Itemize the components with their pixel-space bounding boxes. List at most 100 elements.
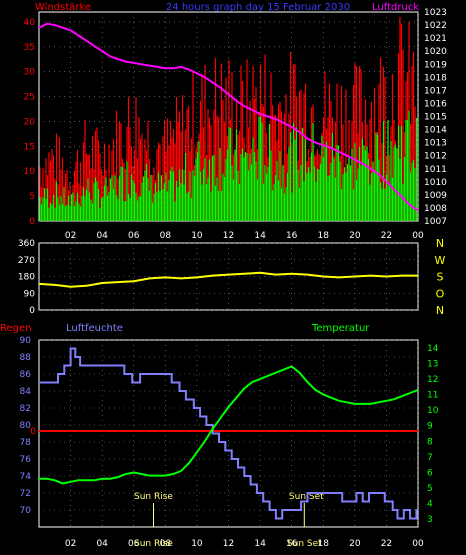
wind-y-tick-label: 35 [24, 43, 35, 53]
direction-letter: N [436, 304, 444, 317]
temperature-y-tick-label: 13 [427, 359, 438, 369]
wind-x-tick-label: 16 [286, 231, 298, 241]
humidity-x-tick-label: 14 [254, 539, 266, 549]
temperature-y-tick-label: 6 [427, 468, 433, 478]
temperature-y-tick-label: 5 [427, 484, 433, 494]
sunset-time-label: Sun Set [287, 539, 322, 549]
wind-x-tick-label: 08 [160, 231, 172, 241]
humidity-y-tick-label: 82 [20, 404, 31, 414]
rain-y-tick-label: 0 [30, 427, 36, 437]
rain-axis-title: Regen [0, 323, 32, 334]
pressure-y-tick-label: 1023 [424, 8, 447, 18]
humidity-y-tick-label: 86 [20, 370, 32, 380]
humidity-plot-frame [38, 339, 419, 528]
humidity-x-tick-label: 22 [381, 539, 392, 549]
humidity-x-tick-label: 02 [65, 539, 76, 549]
pressure-y-tick-label: 1016 [424, 99, 447, 109]
pressure-y-tick-label: 1015 [424, 113, 447, 123]
wind-x-tick-label: 12 [223, 231, 234, 241]
pressure-y-tick-label: 1009 [424, 191, 447, 201]
pressure-y-tick-label: 1012 [424, 152, 447, 162]
graph-title: 24 hours graph day 15 Februar 2030 [166, 2, 350, 13]
direction-y-tick-label: 270 [18, 256, 35, 266]
wind-y-tick-label: 0 [29, 217, 35, 227]
humidity-y-tick-label: 72 [20, 489, 31, 499]
wind-x-tick-label: 20 [349, 231, 361, 241]
direction-letter: W [435, 254, 446, 267]
temperature-y-tick-label: 9 [427, 422, 433, 432]
wind-y-tick-label: 40 [24, 18, 36, 28]
wind-bars-group [39, 16, 418, 221]
pressure-line [38, 22, 419, 212]
pressure-y-tick-label: 1022 [424, 21, 447, 31]
temperature-y-tick-label: 14 [427, 344, 439, 354]
pressure-y-tick-label: 1020 [424, 47, 447, 57]
direction-letter: S [437, 271, 444, 284]
humidity-x-tick-label: 08 [160, 539, 172, 549]
temperature-y-tick-label: 12 [427, 375, 438, 385]
pressure-y-tick-label: 1017 [424, 86, 447, 96]
pressure-y-tick-label: 1008 [424, 204, 447, 214]
direction-line [38, 271, 418, 288]
direction-letter: O [436, 287, 445, 300]
direction-y-tick-label: 180 [18, 273, 35, 283]
direction-y-tick-label: 90 [24, 289, 36, 299]
humidity-x-tick-label: 18 [318, 539, 330, 549]
wind-x-tick-label: 00 [412, 231, 424, 241]
wind-y-tick-label: 5 [29, 192, 35, 202]
wind-x-tick-label: 10 [191, 231, 203, 241]
wind-x-tick-label: 04 [96, 231, 108, 241]
pressure-y-tick-label: 1013 [424, 139, 447, 149]
humidity-x-tick-label: 06 [128, 539, 140, 549]
humidity-y-tick-label: 90 [20, 336, 32, 346]
temperature-y-tick-label: 11 [427, 391, 438, 401]
humidity-y-tick-label: 88 [20, 353, 32, 363]
pressure-y-tick-label: 1018 [424, 73, 447, 83]
temperature-y-tick-label: 8 [427, 437, 433, 447]
humidity-y-tick-label: 84 [20, 387, 32, 397]
wind-x-tick-label: 14 [254, 231, 266, 241]
sunrise-time-label: Sun Rise [134, 539, 173, 549]
pressure-y-tick-label: 1007 [424, 217, 447, 227]
temperature-line [39, 365, 419, 485]
pressure-y-tick-label: 1014 [424, 126, 447, 136]
humidity-line [39, 347, 418, 520]
wind-x-tick-label: 06 [128, 231, 140, 241]
temperature-y-tick-label: 10 [427, 406, 439, 416]
temperature-y-tick-label: 4 [427, 500, 433, 510]
humidity-x-tick-label: 20 [349, 539, 361, 549]
humidity-x-tick-label: 16 [286, 539, 298, 549]
temperature-y-tick-label: 3 [427, 515, 433, 525]
wind-x-tick-label: 18 [318, 231, 330, 241]
humidity-y-tick-label: 70 [20, 506, 32, 516]
humidity-y-tick-label: 80 [20, 421, 32, 431]
humidity-x-tick-label: 04 [96, 539, 108, 549]
direction-y-tick-label: 360 [18, 239, 35, 249]
temperature-axis-title: Temperatur [311, 323, 370, 334]
humidity-y-tick-label: 76 [20, 455, 32, 465]
wind-y-tick-label: 10 [24, 167, 36, 177]
pressure-y-tick-label: 1019 [424, 60, 447, 70]
direction-y-tick-label: 0 [29, 306, 35, 316]
sunrise-label: Sun Rise [134, 492, 173, 502]
humidity-axis-title: Luftfeuchte [66, 323, 123, 334]
pressure-y-tick-label: 1021 [424, 34, 447, 44]
wind-x-tick-label: 02 [65, 231, 76, 241]
pressure-y-tick-label: 1011 [424, 165, 447, 175]
wind-axis-title: Windstärke [35, 2, 91, 13]
pressure-axis-title: Luftdruck [372, 2, 419, 13]
wind-y-tick-label: 30 [24, 68, 36, 78]
humidity-y-tick-label: 74 [20, 472, 32, 482]
pressure-y-tick-label: 1010 [424, 178, 447, 188]
wind-y-tick-label: 25 [24, 93, 35, 103]
humidity-x-tick-label: 12 [223, 539, 234, 549]
humidity-x-tick-label: 10 [191, 539, 203, 549]
humidity-y-tick-label: 78 [20, 438, 32, 448]
wind-y-tick-label: 15 [24, 142, 35, 152]
temperature-y-tick-label: 7 [427, 453, 433, 463]
direction-letter: N [436, 237, 444, 250]
wind-y-tick-label: 20 [24, 117, 36, 127]
wind-x-tick-label: 22 [381, 231, 392, 241]
